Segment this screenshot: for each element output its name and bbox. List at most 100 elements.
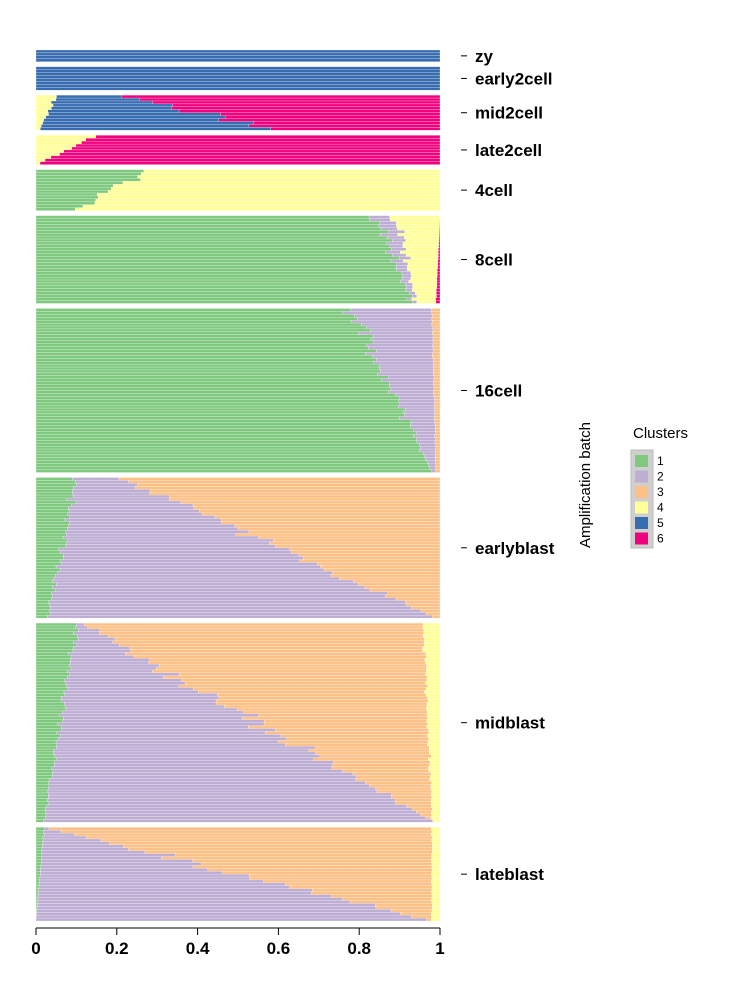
bar-segment-cluster-2 [64,702,217,706]
bar-segment-cluster-4 [405,253,439,257]
bar-row [35,527,441,531]
bar-row [35,696,441,700]
bar-segment-cluster-3 [99,628,425,633]
bar-segment-cluster-1 [35,503,72,507]
bar-segment-cluster-6 [81,141,441,145]
bar-segment-cluster-4 [408,279,438,284]
bar-segment-cluster-2 [53,751,316,756]
bar-segment-cluster-1 [35,722,58,726]
bar-segment-cluster-6 [59,152,441,156]
bar-segment-cluster-1 [35,372,378,376]
bar-segment-cluster-1 [35,192,98,197]
bar-segment-cluster-2 [399,256,411,260]
bar-segment-cluster-1 [35,521,70,525]
bar-segment-cluster-1 [35,571,58,575]
bar-segment-cluster-3 [432,352,441,356]
bar-row [35,393,441,397]
bar-segment-cluster-2 [369,218,391,222]
bar-segment-cluster-4 [431,789,441,794]
bar-segment-cluster-3 [435,469,441,473]
bar-segment-cluster-1 [35,766,53,770]
bar-segment-cluster-1 [35,631,74,635]
bar-row [35,181,441,185]
bar-segment-cluster-4 [35,103,54,107]
bar-segment-cluster-1 [35,265,397,269]
bar-segment-cluster-1 [35,308,351,312]
bar-segment-cluster-1 [35,859,42,863]
bar-segment-cluster-6 [438,238,441,243]
bar-segment-cluster-1 [35,669,68,674]
bar-row [35,55,441,59]
bar-segment-cluster-3 [435,460,441,464]
bar-segment-cluster-1 [35,865,41,869]
bar-segment-cluster-2 [429,466,436,470]
bar-segment-cluster-1 [35,207,76,211]
bar-segment-cluster-1 [35,425,411,429]
bar-segment-cluster-3 [433,390,441,394]
bar-segment-cluster-1 [35,835,44,840]
bar-row [35,207,441,211]
bar-row [35,666,441,671]
bar-row [35,325,441,330]
bar-segment-cluster-2 [381,378,434,382]
bar-row [35,879,441,884]
bar-segment-cluster-1 [35,565,57,569]
bar-row [35,175,441,179]
bar-segment-cluster-1 [35,891,39,895]
bar-segment-cluster-6 [139,97,441,102]
bar-segment-cluster-3 [352,772,432,776]
bar-row [35,486,441,490]
bar-segment-cluster-4 [35,127,41,131]
bar-row [35,407,441,412]
bar-segment-cluster-1 [35,838,44,843]
bar-segment-cluster-2 [65,544,276,548]
bar-segment-cluster-1 [35,317,358,321]
bar-segment-cluster-3 [315,751,430,756]
bar-segment-cluster-3 [159,663,428,668]
bar-segment-cluster-5 [41,124,249,128]
bar-segment-cluster-5 [55,97,140,102]
bar-row [35,521,441,525]
bar-segment-cluster-6 [436,294,441,298]
bar-segment-cluster-3 [291,550,441,554]
bar-segment-cluster-1 [35,328,372,333]
group-zy [35,49,441,62]
bar-row [35,591,441,595]
bar-segment-cluster-3 [420,813,432,817]
bar-segment-cluster-1 [35,443,420,447]
bar-segment-cluster-5 [35,55,441,59]
bar-segment-cluster-4 [427,743,441,747]
bar-segment-cluster-1 [35,634,78,638]
bar-segment-cluster-3 [434,399,441,403]
bar-segment-cluster-4 [423,631,441,635]
group-4cell [35,169,441,211]
bar-segment-cluster-1 [35,769,54,773]
bar-segment-cluster-1 [35,663,70,668]
bar-segment-cluster-2 [78,637,116,641]
bar-segment-cluster-1 [35,600,49,604]
bar-segment-cluster-3 [149,489,441,493]
bar-segment-cluster-5 [35,87,441,91]
bar-row [35,172,441,176]
bar-segment-cluster-2 [354,314,433,318]
bar-segment-cluster-1 [35,320,352,324]
bar-segment-cluster-3 [265,731,429,735]
bar-segment-cluster-1 [35,477,73,481]
bar-segment-cluster-4 [430,786,441,791]
bar-segment-cluster-1 [35,702,65,706]
bar-segment-cluster-3 [432,320,441,324]
bar-segment-cluster-1 [35,230,389,234]
bar-row [35,84,441,88]
bar-segment-cluster-2 [68,652,126,656]
bar-row [35,859,441,863]
bar-row [35,748,441,753]
bar-segment-cluster-1 [35,888,39,892]
bar-segment-cluster-4 [107,189,441,194]
bar-segment-cluster-2 [40,868,208,872]
bar-segment-cluster-4 [432,807,441,811]
bar-segment-cluster-4 [432,835,441,840]
bar-segment-cluster-5 [35,52,441,56]
legend-swatch-5 [635,517,648,529]
bar-segment-cluster-4 [424,690,441,694]
bar-segment-cluster-6 [436,291,441,295]
